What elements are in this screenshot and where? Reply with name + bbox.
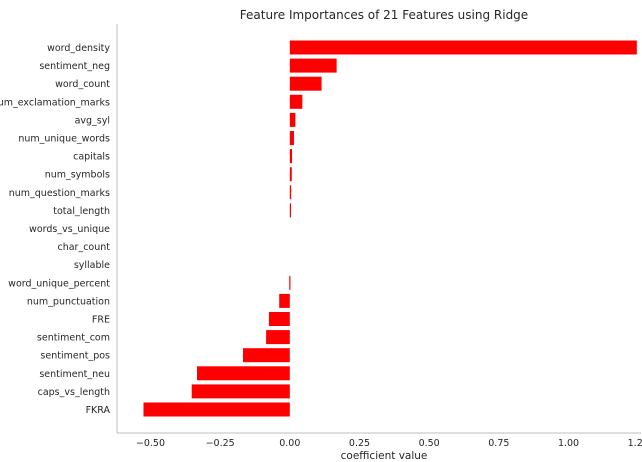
chart-title: Feature Importances of 21 Features using… xyxy=(240,8,528,22)
bar-word_unique_percent xyxy=(289,275,291,290)
x-tick-label: −0.25 xyxy=(206,438,235,449)
y-tick-label-word_unique_percent: word_unique_percent xyxy=(8,278,110,289)
x-axis-label: coefficient value xyxy=(341,450,428,462)
bar-sentiment_neg xyxy=(289,58,337,73)
bar-word_density xyxy=(289,40,637,55)
y-tick-label-num_exclamation_marks: num_exclamation_marks xyxy=(0,97,110,108)
y-tick-label-num_unique_words: num_unique_words xyxy=(18,134,110,145)
y-tick-label-FKRA: FKRA xyxy=(86,405,111,416)
y-tick-label-capitals: capitals xyxy=(73,152,110,163)
y-tick-label-FRE: FRE xyxy=(92,315,110,326)
y-tick-label-sentiment_com: sentiment_com xyxy=(37,333,110,344)
x-tick-label: 0.25 xyxy=(349,438,370,449)
x-tick-label: 0.00 xyxy=(279,438,300,449)
bar-num_exclamation_marks xyxy=(289,94,303,109)
bar-caps_vs_length xyxy=(191,384,290,399)
y-tick-label-num_punctuation: num_punctuation xyxy=(27,296,110,307)
bar-FRE xyxy=(268,312,290,326)
bar-num_symbols xyxy=(289,167,292,182)
y-tick-label-sentiment_neu: sentiment_neu xyxy=(39,369,110,380)
y-tick-label-num_symbols: num_symbols xyxy=(45,170,110,181)
y-tick-label-char_count: char_count xyxy=(57,242,110,253)
bar-sentiment_neu xyxy=(196,366,290,381)
y-tick-label-caps_vs_length: caps_vs_length xyxy=(38,387,110,398)
y-tick-label-sentiment_neg: sentiment_neg xyxy=(39,61,110,72)
y-tick-label-total_length: total_length xyxy=(53,206,110,217)
bar-FKRA xyxy=(143,402,290,417)
bar-num_question_marks xyxy=(289,185,292,200)
bar-sentiment_pos xyxy=(242,348,290,363)
y-tick-label-sentiment_pos: sentiment_pos xyxy=(40,351,110,362)
x-tick-label: 0.50 xyxy=(419,438,440,449)
bar-sentiment_com xyxy=(266,330,290,345)
bar-avg_syl xyxy=(289,112,296,127)
x-tick-label: 1.00 xyxy=(558,438,579,449)
y-tick-label-words_vs_unique: words_vs_unique xyxy=(29,224,110,235)
y-tick-label-word_count: word_count xyxy=(55,79,110,90)
bar-total_length xyxy=(289,203,292,218)
y-tick-label-num_question_marks: num_question_marks xyxy=(9,188,110,199)
y-tick-label-avg_syl: avg_syl xyxy=(75,115,110,126)
bar-num_unique_words xyxy=(289,131,294,145)
x-tick-label: 0.75 xyxy=(488,438,509,449)
bar-num_punctuation xyxy=(279,293,290,308)
x-tick-label: 1.25 xyxy=(628,438,642,449)
bar-capitals xyxy=(289,149,293,164)
y-tick-label-syllable: syllable xyxy=(74,260,110,271)
y-tick-label-word_density: word_density xyxy=(47,43,110,54)
bar-word_count xyxy=(289,76,322,91)
x-tick-label: −0.50 xyxy=(136,438,165,449)
